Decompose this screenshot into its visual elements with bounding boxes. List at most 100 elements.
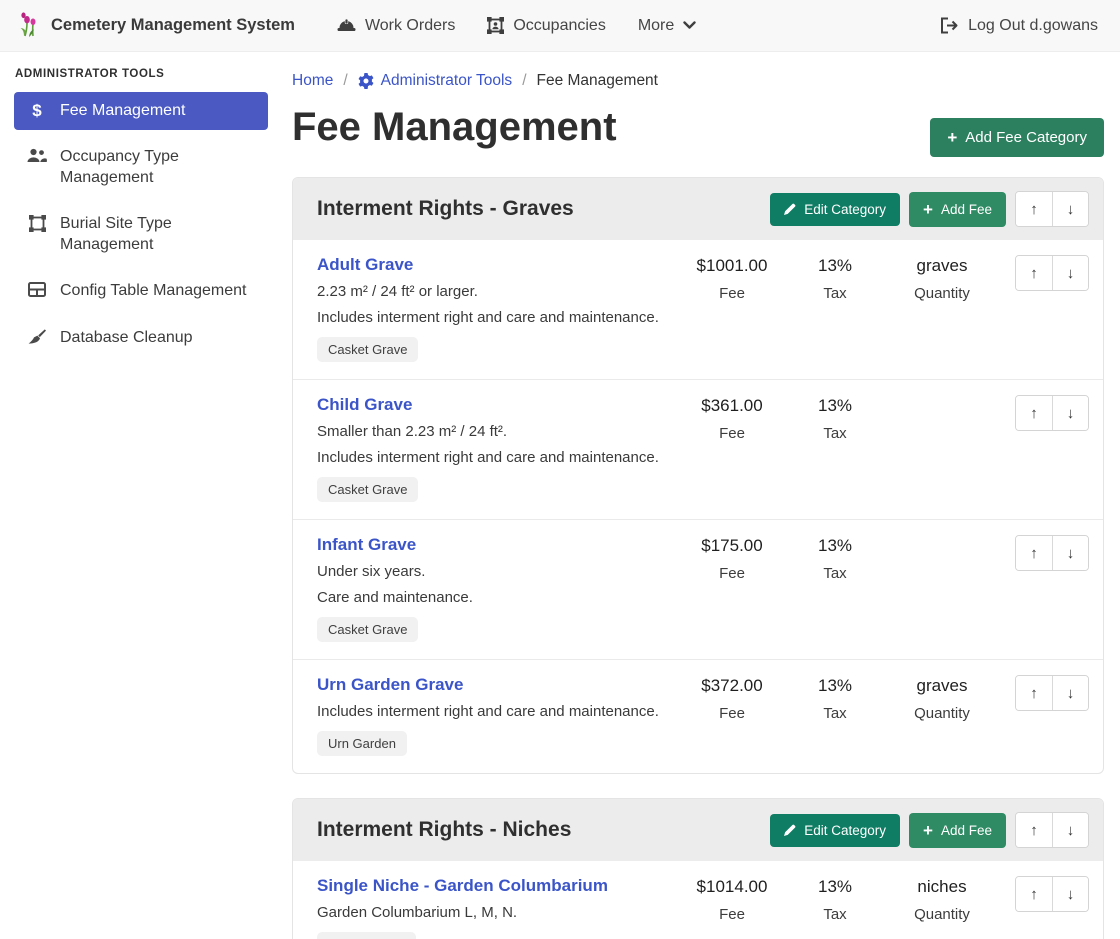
move-fee-up-button[interactable]: ↑	[1016, 256, 1052, 290]
breadcrumb: Home / Administrator Tools / Fee Managem…	[292, 72, 1104, 90]
tax-column: 13% Tax	[787, 255, 883, 302]
admin-sidebar: ADMINISTRATOR TOOLS $ Fee Management Occ…	[0, 52, 280, 365]
fee-amount-column: $361.00 Fee	[677, 395, 787, 442]
tax-rate: 13%	[787, 256, 883, 276]
page-title: Fee Management	[292, 104, 617, 150]
move-fee-down-button[interactable]: ↓	[1052, 877, 1088, 911]
fee-description: Includes interment right and care and ma…	[317, 309, 667, 326]
fee-amount: $361.00	[677, 396, 787, 416]
tax-rate-label: Tax	[787, 705, 883, 722]
sidebar-item-burial-site-type-management[interactable]: Burial Site Type Management	[14, 205, 268, 264]
fee-description: Care and maintenance.	[317, 589, 667, 606]
gear-icon	[358, 73, 374, 89]
move-fee-down-button[interactable]: ↓	[1052, 536, 1088, 570]
tax-rate: 13%	[787, 396, 883, 416]
breadcrumb-home-link[interactable]: Home	[292, 72, 333, 90]
sidebar-heading: ADMINISTRATOR TOOLS	[14, 68, 268, 80]
fee-amount-label: Fee	[677, 906, 787, 923]
move-category-down-button[interactable]: ↓	[1052, 813, 1088, 847]
category-title: Interment Rights - Niches	[317, 818, 770, 842]
edit-category-button[interactable]: Edit Category	[770, 193, 900, 226]
fee-type-badge: Casket Grave	[317, 337, 418, 362]
quantity-label: Quantity	[883, 705, 1001, 722]
edit-category-button[interactable]: Edit Category	[770, 814, 900, 847]
fee-name-link[interactable]: Adult Grave	[317, 255, 413, 275]
fee-reorder-group: ↑ ↓	[1015, 395, 1089, 431]
move-fee-down-button[interactable]: ↓	[1052, 676, 1088, 710]
fee-name-link[interactable]: Infant Grave	[317, 535, 416, 555]
edit-category-label: Edit Category	[804, 202, 886, 217]
logout-button[interactable]: Log Out d.gowans	[940, 17, 1102, 35]
nav-work-orders[interactable]: Work Orders	[321, 0, 471, 52]
fee-amount-column: $1014.00 Fee	[677, 876, 787, 923]
tax-rate: 13%	[787, 676, 883, 696]
tax-rate-label: Tax	[787, 565, 883, 582]
fee-description: Garden Columbarium L, M, N.	[317, 904, 667, 921]
nav-more[interactable]: More	[622, 0, 712, 52]
fee-row: Single Niche - Garden Columbarium Garden…	[293, 861, 1103, 939]
fee-amount: $175.00	[677, 536, 787, 556]
breadcrumb-admin-link[interactable]: Administrator Tools	[358, 72, 513, 90]
move-fee-down-button[interactable]: ↓	[1052, 396, 1088, 430]
fee-reorder-group: ↑ ↓	[1015, 535, 1089, 571]
fee-description: Under six years.	[317, 563, 667, 580]
chevron-down-icon	[683, 21, 696, 30]
move-fee-up-button[interactable]: ↑	[1016, 676, 1052, 710]
fee-row: Adult Grave 2.23 m² / 24 ft² or larger.I…	[293, 240, 1103, 380]
dollar-icon: $	[26, 102, 48, 119]
sidebar-item-database-cleanup[interactable]: Database Cleanup	[14, 319, 268, 357]
sidebar-item-occupancy-type-management[interactable]: Occupancy Type Management	[14, 138, 268, 197]
fee-amount-label: Fee	[677, 705, 787, 722]
occupancy-frame-icon	[487, 17, 504, 34]
fee-row: Infant Grave Under six years. Care and ma…	[293, 520, 1103, 660]
quantity-column: niches Quantity	[883, 876, 1001, 923]
pencil-icon	[784, 824, 796, 836]
vector-square-icon	[26, 215, 48, 232]
sidebar-item-label: Occupancy Type Management	[60, 147, 256, 188]
category-header: Interment Rights - Niches Edit Category …	[293, 799, 1103, 861]
move-category-up-button[interactable]: ↑	[1016, 192, 1052, 226]
fee-descriptions: Smaller than 2.23 m² / 24 ft². Includes i…	[317, 423, 667, 466]
hard-hat-icon	[337, 17, 356, 34]
plus-icon: +	[947, 129, 957, 146]
fee-description: Smaller than 2.23 m² / 24 ft².	[317, 423, 667, 440]
move-category-up-button[interactable]: ↑	[1016, 813, 1052, 847]
tax-column: 13% Tax	[787, 395, 883, 442]
nav-occupancies[interactable]: Occupancies	[471, 0, 622, 52]
fee-name-link[interactable]: Child Grave	[317, 395, 412, 415]
fee-name-link[interactable]: Urn Garden Grave	[317, 675, 463, 695]
category-reorder-group: ↑ ↓	[1015, 812, 1089, 848]
fee-amount: $1001.00	[677, 256, 787, 276]
quantity-unit: graves	[883, 256, 1001, 276]
fee-category-card: Interment Rights - Niches Edit Category …	[292, 798, 1104, 939]
fee-name-link[interactable]: Single Niche - Garden Columbarium	[317, 876, 608, 896]
app-brand[interactable]: Cemetery Management System	[18, 12, 295, 40]
tulip-logo-icon	[18, 12, 42, 40]
move-fee-up-button[interactable]: ↑	[1016, 536, 1052, 570]
move-fee-down-button[interactable]: ↓	[1052, 256, 1088, 290]
add-fee-button[interactable]: + Add Fee	[909, 192, 1006, 227]
fee-amount-column: $1001.00 Fee	[677, 255, 787, 302]
fee-description: Includes interment right and care and ma…	[317, 449, 667, 466]
sidebar-item-config-table-management[interactable]: Config Table Management	[14, 272, 268, 310]
move-fee-up-button[interactable]: ↑	[1016, 877, 1052, 911]
fee-amount-column: $372.00 Fee	[677, 675, 787, 722]
category-title: Interment Rights - Graves	[317, 197, 770, 221]
tax-rate-label: Tax	[787, 285, 883, 302]
fee-row: Child Grave Smaller than 2.23 m² / 24 ft…	[293, 380, 1103, 520]
app-title: Cemetery Management System	[51, 16, 295, 35]
add-fee-label: Add Fee	[941, 823, 992, 838]
breadcrumb-current: Fee Management	[537, 72, 659, 90]
table-icon	[26, 282, 48, 297]
move-fee-up-button[interactable]: ↑	[1016, 396, 1052, 430]
fee-amount-label: Fee	[677, 285, 787, 302]
edit-category-label: Edit Category	[804, 823, 886, 838]
add-fee-category-button[interactable]: + Add Fee Category	[930, 118, 1104, 157]
fee-reorder-group: ↑ ↓	[1015, 876, 1089, 912]
add-fee-button[interactable]: + Add Fee	[909, 813, 1006, 848]
broom-icon	[26, 329, 48, 345]
sidebar-item-fee-management[interactable]: $ Fee Management	[14, 92, 268, 130]
fee-amount-label: Fee	[677, 425, 787, 442]
move-category-down-button[interactable]: ↓	[1052, 192, 1088, 226]
sidebar-item-label: Config Table Management	[60, 281, 247, 301]
